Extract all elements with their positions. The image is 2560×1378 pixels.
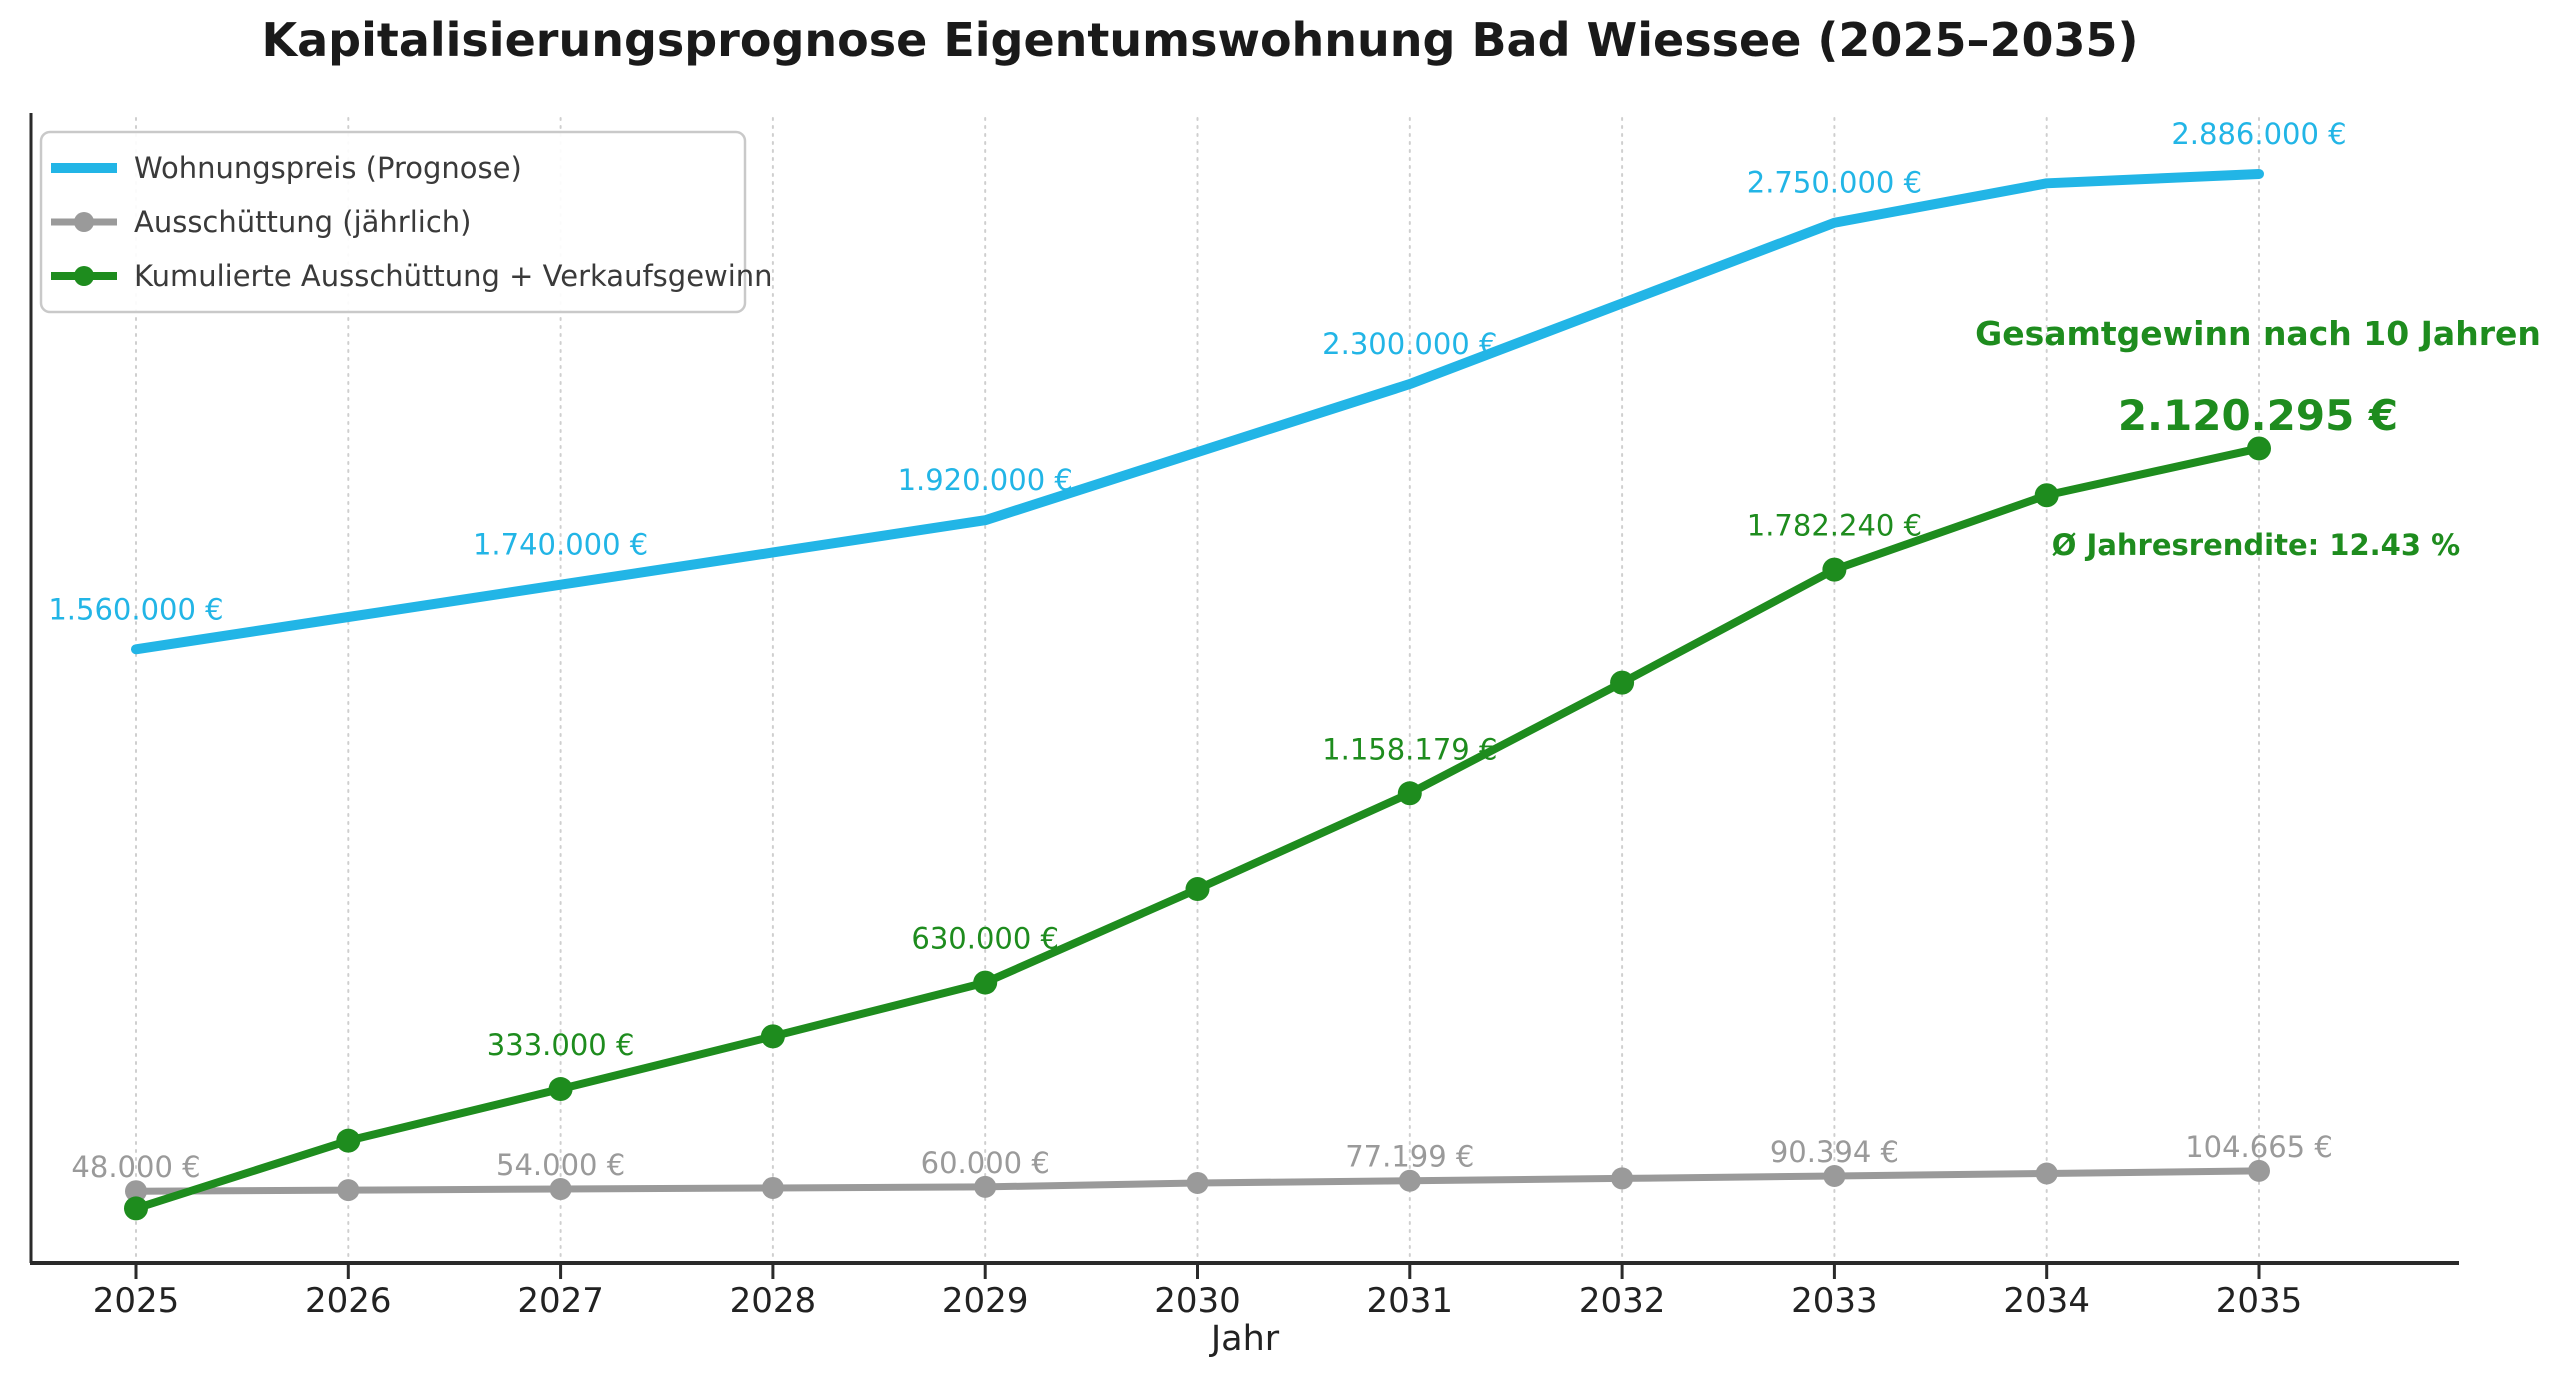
payout-line-point-2031 — [1398, 1169, 1421, 1192]
x-tick-label-2031: 2031 — [1367, 1281, 1454, 1321]
legend-label-cumulative: Kumulierte Ausschüttung + Verkaufsgewinn — [134, 259, 773, 293]
legend: Wohnungspreis (Prognose) Ausschüttung (jä… — [39, 130, 773, 314]
x-tick-label-2028: 2028 — [730, 1281, 817, 1321]
cumulative-line-point-2031 — [1397, 781, 1422, 806]
x-tick-label-2025: 2025 — [93, 1281, 180, 1321]
price-line — [131, 168, 2264, 655]
cumulative-line-point-2028 — [760, 1024, 785, 1049]
value-label-0-2025: 1.560.000 € — [48, 592, 223, 626]
payout-line-point-2026 — [337, 1179, 360, 1202]
value-label-2-2029: 630.000 € — [911, 922, 1059, 956]
x-tick-label-2034: 2034 — [2003, 1281, 2090, 1321]
payout-line-point-2027 — [549, 1178, 572, 1201]
value-label-1-2033: 90.394 € — [1770, 1135, 1899, 1169]
chart-title: Kapitalisierungsprognose Eigentumswohnun… — [261, 13, 2138, 67]
payout-line-point-2033 — [1823, 1165, 1846, 1188]
cumulative-line-point-2032 — [1610, 670, 1635, 695]
series-lines — [124, 168, 2271, 1221]
cumulative-line-point-2035 — [2247, 436, 2271, 461]
value-label-1-2027: 54.000 € — [496, 1148, 625, 1182]
legend-label-payout: Ausschüttung (jährlich) — [134, 205, 471, 239]
legend-label-price: Wohnungspreis (Prognose) — [134, 151, 522, 185]
point-value-labels: 1.560.000 € 1.740.000 € 1.920.000 € 2.300.0… — [48, 117, 2346, 1184]
x-axis-label: Jahr — [1209, 1319, 1280, 1359]
value-label-2-2033: 1.782.240 € — [1747, 509, 1922, 543]
cumulative-line-point-2030 — [1185, 877, 1210, 902]
cumulative-line-point-2025 — [124, 1196, 148, 1221]
legend-marker-payout — [74, 212, 94, 232]
annotation-total-profit-title: Gesamtgewinn nach 10 Jahren — [1975, 314, 2541, 353]
payout-line-point-2029 — [974, 1175, 997, 1198]
value-label-0-2029: 1.920.000 € — [898, 463, 1073, 497]
x-tick-label-2032: 2032 — [1579, 1281, 1666, 1321]
annotation-avg-yield: Ø Jahresrendite: 12.43 % — [2052, 528, 2460, 562]
value-label-0-2035: 2.886.000 € — [2171, 117, 2346, 151]
x-tick-label-2027: 2027 — [517, 1281, 604, 1321]
cumulative-line-point-2034 — [2034, 483, 2059, 508]
payout-line-point-2034 — [2035, 1162, 2058, 1185]
payout-line-point-2028 — [761, 1176, 784, 1199]
value-label-1-2025: 48.000 € — [71, 1150, 200, 1184]
cumulative-line-point-2026 — [336, 1128, 361, 1153]
cumulative-line-point-2033 — [1822, 557, 1847, 582]
value-label-1-2031: 77.199 € — [1345, 1140, 1474, 1174]
cumulative-line-point-2027 — [548, 1077, 573, 1102]
legend-box — [39, 130, 747, 314]
value-label-2-2027: 333.000 € — [487, 1028, 635, 1062]
value-label-0-2027: 1.740.000 € — [473, 528, 648, 562]
x-tick-label-2029: 2029 — [942, 1281, 1029, 1321]
value-label-0-2031: 2.300.000 € — [1322, 327, 1497, 361]
payout-line-point-2032 — [1611, 1167, 1634, 1190]
axes: 2025 2026 2027 2028 2029 2030 2031 2032 2033 2034… — [29, 113, 2459, 1321]
x-tick-label-2033: 2033 — [1791, 1281, 1878, 1321]
cumulative-line-point-2029 — [973, 970, 998, 995]
value-label-0-2033: 2.750.000 € — [1747, 166, 1922, 200]
summary-annotations: Gesamtgewinn nach 10 Jahren 2.120.295 € … — [1975, 314, 2541, 562]
payout-line-point-2030 — [1186, 1171, 1209, 1194]
gridlines — [135, 117, 2260, 1264]
legend-marker-cumulative — [74, 266, 94, 286]
value-label-1-2035: 104.665 € — [2185, 1130, 2333, 1164]
x-tick-label-2035: 2035 — [2216, 1281, 2303, 1321]
annotation-total-profit-value: 2.120.295 € — [2118, 391, 2398, 440]
payout-line-point-2025 — [125, 1180, 147, 1203]
x-tick-label-2030: 2030 — [1154, 1281, 1241, 1321]
x-tick-label-2026: 2026 — [305, 1281, 392, 1321]
value-label-2-2031: 1.158.179 € — [1322, 732, 1497, 766]
payout-line-point-2035 — [2248, 1159, 2270, 1182]
value-label-1-2029: 60.000 € — [921, 1146, 1050, 1180]
